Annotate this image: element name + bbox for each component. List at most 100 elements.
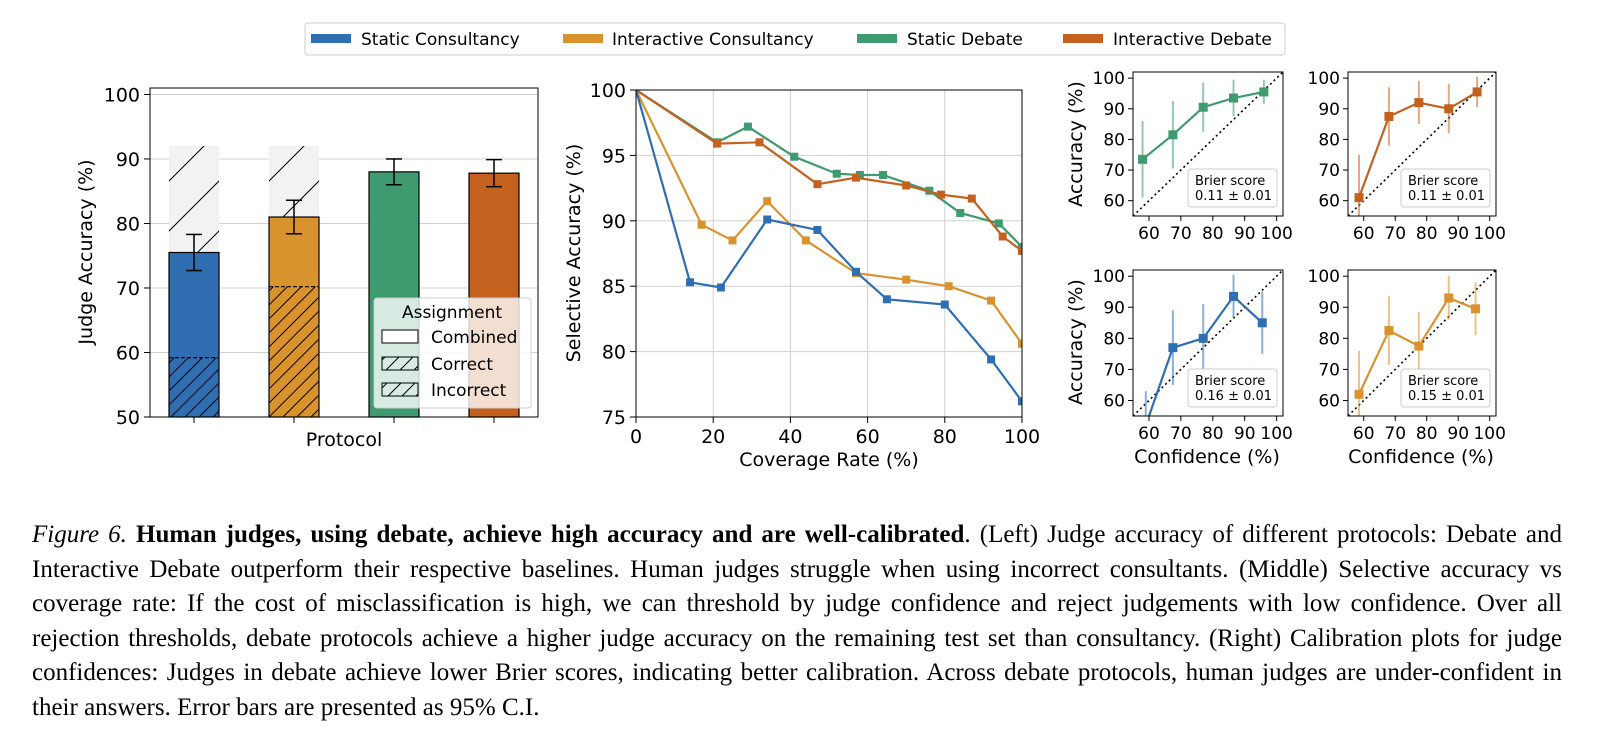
- legend-label-static-debate: Static Debate: [907, 30, 1023, 50]
- bar-plot-frame: [149, 87, 539, 418]
- calib-ytick-label: 60: [1103, 192, 1125, 212]
- calib-ytick-label: 100: [1308, 69, 1340, 89]
- calib-ytick-label: 70: [1318, 360, 1340, 380]
- assignment-label-combined: Combined: [431, 328, 517, 348]
- calib-xtick-label: 90: [1447, 224, 1469, 244]
- calib-marker: [1168, 130, 1178, 140]
- brier-value: 0.15 ± 0.01: [1408, 389, 1485, 404]
- brier-value: 0.16 ± 0.01: [1195, 389, 1272, 404]
- brier-value: 0.11 ± 0.01: [1195, 189, 1272, 204]
- brier-box: [1187, 168, 1278, 208]
- calib-plot-frame: [1132, 269, 1284, 417]
- calib-marker: [1198, 333, 1208, 343]
- calib-marker: [1229, 291, 1239, 301]
- calibration-plot-area: [1133, 72, 1283, 216]
- brier-value: 0.11 ± 0.01: [1408, 189, 1485, 204]
- assignment-label-incorrect: Incorrect: [431, 381, 507, 401]
- calib-ytick-label: 70: [1318, 161, 1340, 181]
- series-marker: [1018, 397, 1022, 406]
- series-marker: [697, 220, 706, 229]
- brier-label: Brier score: [1408, 174, 1478, 189]
- legend-label-interactive-consultancy: Interactive Consultancy: [612, 30, 814, 50]
- calib-xtick-label: 70: [1170, 224, 1192, 244]
- series-marker: [1018, 246, 1022, 255]
- assignment-label-correct: Correct: [431, 355, 493, 375]
- calib-marker: [1414, 98, 1424, 108]
- legend-swatch-static-consultancy: [311, 34, 351, 43]
- line-ytick-label: 90: [602, 211, 626, 233]
- series-marker: [936, 190, 945, 199]
- line-ytick-label: 85: [602, 276, 626, 298]
- calib-marker: [1444, 104, 1454, 114]
- bar-ytick-label: 100: [104, 84, 140, 106]
- calib-ytick-label: 100: [1308, 267, 1340, 287]
- calib-xtick-label: 60: [1138, 224, 1160, 244]
- series-marker: [882, 295, 891, 304]
- series-marker: [902, 181, 911, 190]
- series-marker: [686, 278, 695, 287]
- calib-ytick-label: 100: [1093, 267, 1125, 287]
- series-line-static-consultancy: [636, 90, 1022, 402]
- bar-ytick-label: 50: [116, 407, 140, 429]
- bar-ytick-label: 80: [116, 213, 140, 235]
- calib-plot-frame: [1347, 269, 1497, 417]
- calib-plot-frame: [1132, 71, 1284, 217]
- legend-swatch-interactive-debate: [1063, 34, 1103, 43]
- calib-plot-frame: [1347, 71, 1497, 217]
- caption-label: Figure 6.: [32, 521, 127, 548]
- brier-label: Brier score: [1408, 374, 1478, 389]
- incorrect-bar-hatch: [169, 357, 219, 417]
- calib-marker: [1471, 304, 1481, 314]
- bar-ytick-label: 70: [116, 278, 140, 300]
- calib-ytick-label: 90: [1318, 298, 1340, 318]
- calib-xtick-label: 100: [1260, 224, 1292, 244]
- calib-xtick-label: 60: [1138, 424, 1160, 444]
- assignment-swatch-correct: [381, 356, 419, 371]
- series-marker: [944, 282, 953, 291]
- calib-xtick-label: 100: [1260, 424, 1292, 444]
- line-ytick-label: 100: [590, 80, 626, 102]
- legend-frame: [304, 22, 1286, 56]
- top-legend: Static Consultancy Interactive Consultan…: [304, 22, 1286, 56]
- calib-xtick-label: 100: [1473, 224, 1505, 244]
- series-marker: [940, 300, 949, 309]
- calib-xtick-label: 70: [1384, 224, 1406, 244]
- series-marker: [987, 296, 996, 305]
- calib-marker: [1229, 93, 1239, 103]
- calib-ylabel-bottom: Accuracy (%): [1065, 279, 1087, 405]
- line-xtick-label: 20: [701, 426, 725, 448]
- calib-marker: [1354, 389, 1364, 399]
- calib-xtick-label: 70: [1384, 424, 1406, 444]
- calib-ytick-label: 70: [1103, 360, 1125, 380]
- series-marker: [956, 208, 965, 217]
- series-marker: [879, 171, 888, 180]
- legend-label-static-consultancy: Static Consultancy: [361, 30, 520, 50]
- calib-ytick-label: 80: [1103, 329, 1125, 349]
- brier-box: [1400, 168, 1491, 208]
- series-marker: [832, 169, 841, 178]
- calib-marker: [1384, 326, 1394, 336]
- calib-xtick-label: 100: [1473, 424, 1505, 444]
- line-xtick-label: 40: [778, 426, 802, 448]
- calib-ytick-label: 90: [1103, 298, 1125, 318]
- calib-xtick-label: 90: [1234, 424, 1256, 444]
- brier-label: Brier score: [1195, 374, 1265, 389]
- series-marker: [813, 225, 822, 234]
- calib-xtick-label: 80: [1202, 224, 1224, 244]
- calib-xtick-label: 90: [1447, 424, 1469, 444]
- assignment-swatch-combined: [381, 329, 419, 344]
- line-xtick-label: 60: [856, 426, 880, 448]
- brier-label: Brier score: [1195, 174, 1265, 189]
- calib-xlabel-right: Confidence (%): [1348, 446, 1494, 468]
- brier-box: [1400, 368, 1491, 408]
- calib-marker: [1384, 111, 1394, 121]
- series-marker: [790, 152, 799, 161]
- calib-marker: [1354, 193, 1364, 203]
- calib-ytick-label: 60: [1318, 391, 1340, 411]
- series-marker: [763, 197, 772, 206]
- line-ylabel: Selective Accuracy (%): [563, 144, 585, 363]
- calib-ytick-label: 100: [1093, 69, 1125, 89]
- assignment-legend-frame: [373, 297, 532, 409]
